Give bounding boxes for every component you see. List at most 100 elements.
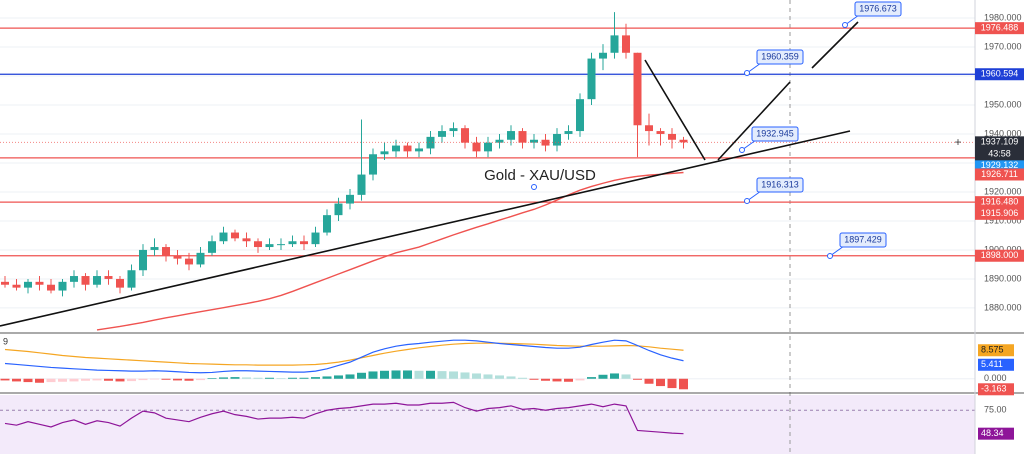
candle-body <box>334 203 343 216</box>
projection-line <box>811 21 859 69</box>
price-tag <box>975 168 1024 181</box>
candle-body <box>81 276 90 285</box>
macd-histogram-bar <box>621 374 631 379</box>
price-tag-label: 1926.711 <box>981 169 1018 179</box>
macd-histogram-bar <box>391 370 401 379</box>
macd-histogram-bar <box>46 378 56 383</box>
candle-body <box>35 281 44 285</box>
plot: 1976.673 1960.359 1932.945 1916.313 1897.429 <box>0 1 975 435</box>
callout-label: 1897.429 <box>844 234 882 244</box>
macd-histogram-bar <box>207 378 217 379</box>
projection-line <box>717 81 791 161</box>
price-tag <box>975 207 1024 220</box>
candle-body <box>311 232 320 245</box>
macd-histogram-bar <box>276 378 286 379</box>
candle-body <box>150 247 159 250</box>
indicator-tag-label: 8.575 <box>981 345 1004 355</box>
crosshair-icon[interactable]: + <box>954 135 961 149</box>
candle-body <box>208 241 216 253</box>
candle-body <box>219 232 228 242</box>
macd-histogram-bar <box>184 378 194 381</box>
candle-body <box>288 241 297 245</box>
indicator-tag <box>978 427 1014 440</box>
macd-histogram-bar <box>81 378 90 381</box>
callout-box <box>756 177 804 193</box>
macd-histogram-bar <box>449 371 458 379</box>
macd-histogram-bar <box>483 374 493 379</box>
candle-body <box>300 241 308 245</box>
callout-label: 1960.359 <box>761 51 799 61</box>
candle-body <box>599 52 607 59</box>
candle-body <box>231 232 239 239</box>
macd-histogram-bar <box>196 378 205 381</box>
y-tick-label: 1970.000 <box>984 41 1022 51</box>
callout-point <box>744 70 750 76</box>
y-tick-label: 1980.000 <box>984 12 1022 22</box>
countdown: 43:58 <box>988 149 1011 159</box>
rsi-band <box>0 395 975 454</box>
macd-label: 9 <box>3 336 8 346</box>
macd-histogram-bar <box>69 378 79 382</box>
candle-body <box>587 58 596 100</box>
macd-histogram-bar <box>311 377 320 379</box>
candle-body <box>139 249 147 271</box>
candle-body <box>679 139 688 143</box>
macd-histogram-bar <box>138 378 148 381</box>
macd-histogram-bar <box>253 377 263 379</box>
y-tick-label: 1890.000 <box>984 273 1022 283</box>
candle-body <box>484 142 492 152</box>
macd-histogram-bar <box>472 373 481 379</box>
macd-histogram-bar <box>506 376 516 379</box>
macd-histogram-bar <box>58 378 67 382</box>
candle-body <box>507 131 515 140</box>
candle-body <box>162 247 170 256</box>
y-tick-label: 0.000 <box>984 373 1007 383</box>
candle-body <box>564 131 573 134</box>
candle-body <box>242 238 251 242</box>
macd-histogram-bar <box>265 377 274 379</box>
price-tag-label: 1960.594 <box>981 69 1019 79</box>
macd-histogram-bar <box>127 378 136 382</box>
candle-body <box>426 136 435 149</box>
callout-label: 1932.945 <box>756 128 794 138</box>
price-tag <box>975 249 1024 262</box>
macd-histogram-bar <box>679 378 688 390</box>
y-tick-label: 1920.000 <box>984 186 1022 196</box>
candle-body <box>656 131 665 134</box>
macd-histogram-bar <box>230 377 240 379</box>
candle-body <box>127 270 136 288</box>
macd-histogram-bar <box>219 377 228 379</box>
moving-average <box>96 171 684 331</box>
macd-histogram-bar <box>575 378 585 381</box>
candle-body <box>12 284 21 288</box>
callout-box <box>756 49 804 65</box>
callout-box <box>854 1 902 17</box>
price-tag <box>975 22 1024 35</box>
macd-histogram-bar <box>541 378 550 381</box>
y-tick-label: 1950.000 <box>984 99 1022 109</box>
candle-body <box>380 151 389 155</box>
price-tag <box>975 196 1024 209</box>
candle-body <box>530 139 538 143</box>
candle-body <box>254 241 262 248</box>
price-tag-label: 1976.488 <box>981 23 1019 33</box>
y-tick-label: 75.00 <box>984 405 1007 415</box>
macd-histogram-bar <box>12 378 21 382</box>
candle-body <box>553 133 561 146</box>
macd-histogram-bar <box>299 377 309 379</box>
price-axis: 1880.000 1890.000 1900.000 1910.000 1920.000… <box>975 12 1024 440</box>
candle-body <box>277 244 285 246</box>
candle-body <box>173 255 182 259</box>
macd-histogram-bar <box>104 378 113 381</box>
macd-histogram-bar <box>460 372 470 379</box>
y-tick-label: 1900.000 <box>984 244 1022 254</box>
candle-body <box>47 284 55 291</box>
macd-histogram-bar <box>403 370 412 379</box>
indicator-tag <box>978 358 1014 371</box>
candle-body <box>323 215 331 233</box>
callout-box <box>751 126 799 142</box>
macd-histogram-bar <box>368 371 378 379</box>
macd-histogram-bar <box>656 378 665 387</box>
candle-body <box>472 142 481 152</box>
